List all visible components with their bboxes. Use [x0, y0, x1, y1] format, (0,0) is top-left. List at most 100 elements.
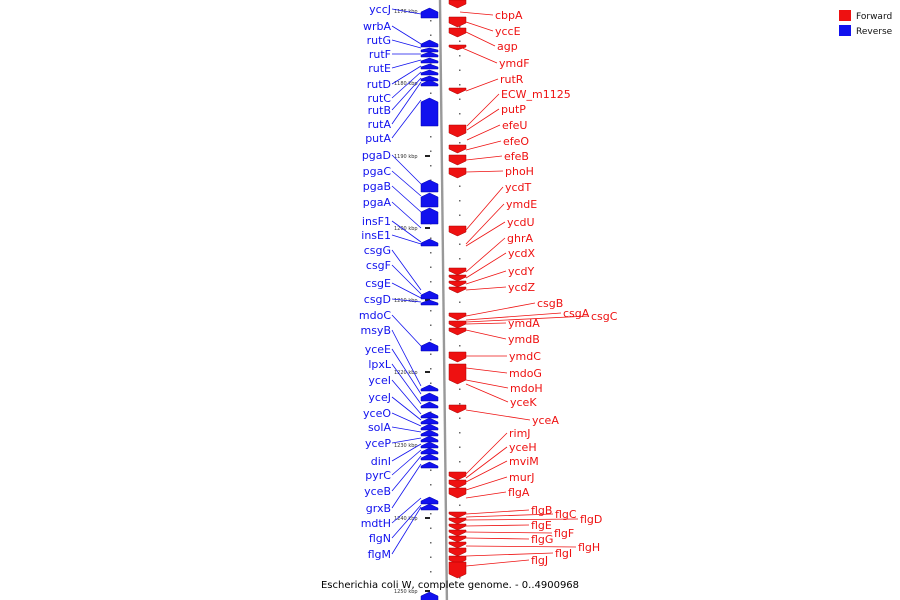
reverse-gene-label: pyrC: [365, 469, 391, 482]
reverse-gene-label: mdoC: [359, 309, 391, 322]
gene-blocks: [420, 0, 467, 600]
reverse-label-leader: [391, 379, 422, 415]
forward-label-leader: [465, 446, 508, 479]
forward-gene-label: putP: [501, 103, 526, 116]
reverse-gene-label: rutG: [367, 34, 391, 47]
forward-label-leader: [465, 302, 536, 317]
reverse-gene-block: [420, 97, 439, 127]
reverse-gene-label: grxB: [366, 502, 391, 515]
reverse-label-leader: [391, 455, 422, 492]
forward-gene-block: [448, 511, 467, 519]
axis-dot: [430, 571, 432, 573]
reverse-gene-label: yceP: [365, 437, 391, 450]
forward-gene-block: [448, 517, 467, 525]
reverse-label-leader: [391, 81, 422, 125]
kbp-tick: [425, 590, 430, 592]
kbp-label: 1230 kbp: [394, 443, 418, 449]
forward-gene-label: efeU: [502, 119, 527, 132]
reverse-gene-label: insE1: [361, 229, 391, 242]
forward-label-leader: [465, 383, 509, 403]
backbone-line: [438, 0, 449, 600]
reverse-gene-block: [420, 435, 439, 443]
axis-dot: [459, 345, 461, 347]
forward-gene-label: efeB: [504, 150, 529, 163]
axis-dot: [430, 150, 432, 152]
reverse-gene-block: [420, 401, 439, 409]
reverse-gene-block: [420, 290, 439, 300]
kbp-label: 1210 kbp: [394, 298, 418, 304]
axis-dot: [430, 252, 432, 254]
forward-label-leader: [465, 524, 530, 527]
reverse-gene-label: pgaC: [363, 165, 392, 178]
reverse-gene-block: [420, 461, 439, 469]
forward-label-leader: [465, 476, 508, 491]
axis-dot: [459, 98, 461, 100]
forward-gene-label: phoH: [505, 165, 534, 178]
forward-label-leader: [465, 186, 504, 231]
reverse-gene-label: yccJ: [369, 3, 391, 16]
kbp-label: 1220 kbp: [394, 370, 418, 376]
reverse-gene-label: rutF: [369, 48, 391, 61]
legend-swatch-reverse: [839, 25, 851, 36]
reverse-gene-label: csgE: [365, 277, 391, 290]
reverse-label-leader: [391, 396, 422, 421]
forward-gene-label: flgA: [508, 486, 530, 499]
reverse-gene-block: [420, 47, 439, 53]
reverse-gene-label: pgaB: [363, 180, 391, 193]
forward-label-leader: [465, 432, 508, 475]
axis-dot: [459, 417, 461, 419]
forward-label-leader: [465, 21, 494, 32]
forward-label-leader: [465, 140, 502, 151]
kbp-label: 1190 kbp: [394, 154, 418, 160]
forward-gene-block: [448, 487, 467, 499]
reverse-gene-label: insF1: [362, 215, 391, 228]
reverse-gene-label: rutE: [368, 62, 391, 75]
forward-gene-label: flgD: [580, 513, 602, 526]
axis-dot: [430, 527, 432, 529]
axis-dot: [430, 179, 432, 181]
forward-gene-block: [448, 27, 467, 38]
reverse-label-leader: [391, 170, 422, 197]
axis-dot: [459, 432, 461, 434]
reverse-gene-label: csgG: [364, 244, 391, 257]
kbp-label: 1240 kbp: [394, 516, 418, 522]
reverse-label-leader: [391, 77, 422, 111]
axis-dot: [459, 446, 461, 448]
axis-dot: [459, 461, 461, 463]
forward-gene-label: flgG: [531, 533, 553, 546]
reverse-gene-block: [420, 63, 439, 70]
forward-gene-label: agp: [497, 40, 518, 53]
reverse-label-leader: [391, 282, 422, 299]
reverse-label-leader: [391, 99, 422, 139]
reverse-gene-label: wrbA: [363, 20, 392, 33]
reverse-label-leader: [391, 412, 422, 427]
reverse-label-leader: [391, 154, 422, 185]
forward-label-leader: [465, 221, 506, 247]
forward-gene-block: [448, 471, 467, 481]
reverse-gene-label: rutB: [368, 104, 391, 117]
reverse-gene-block: [420, 503, 439, 511]
forward-gene-label: yceA: [532, 414, 559, 427]
axis-dot: [430, 353, 432, 355]
forward-gene-label: yceH: [509, 441, 537, 454]
forward-label-leader: [465, 460, 508, 483]
forward-gene-label: flgJ: [531, 554, 548, 567]
axis-dot: [430, 92, 432, 94]
reverse-gene-label: putA: [365, 132, 391, 145]
forward-label-leader: [465, 315, 590, 323]
forward-gene-label: rimJ: [509, 427, 531, 440]
axis-dot: [459, 403, 461, 405]
reverse-gene-block: [420, 341, 439, 352]
forward-label-leader: [465, 329, 507, 340]
reverse-gene-label: dinI: [371, 455, 391, 468]
kbp-tick: [425, 517, 430, 519]
forward-gene-label: ycdX: [508, 247, 536, 260]
forward-gene-label: efeO: [503, 135, 529, 148]
forward-gene-block: [448, 363, 467, 385]
forward-label-leader: [465, 518, 579, 521]
forward-gene-label: flgC: [555, 508, 577, 521]
forward-label-leader: [465, 509, 530, 515]
reverse-gene-label: lpxL: [368, 358, 392, 371]
forward-gene-label: flgH: [578, 541, 600, 554]
forward-label-leader: [459, 11, 494, 16]
